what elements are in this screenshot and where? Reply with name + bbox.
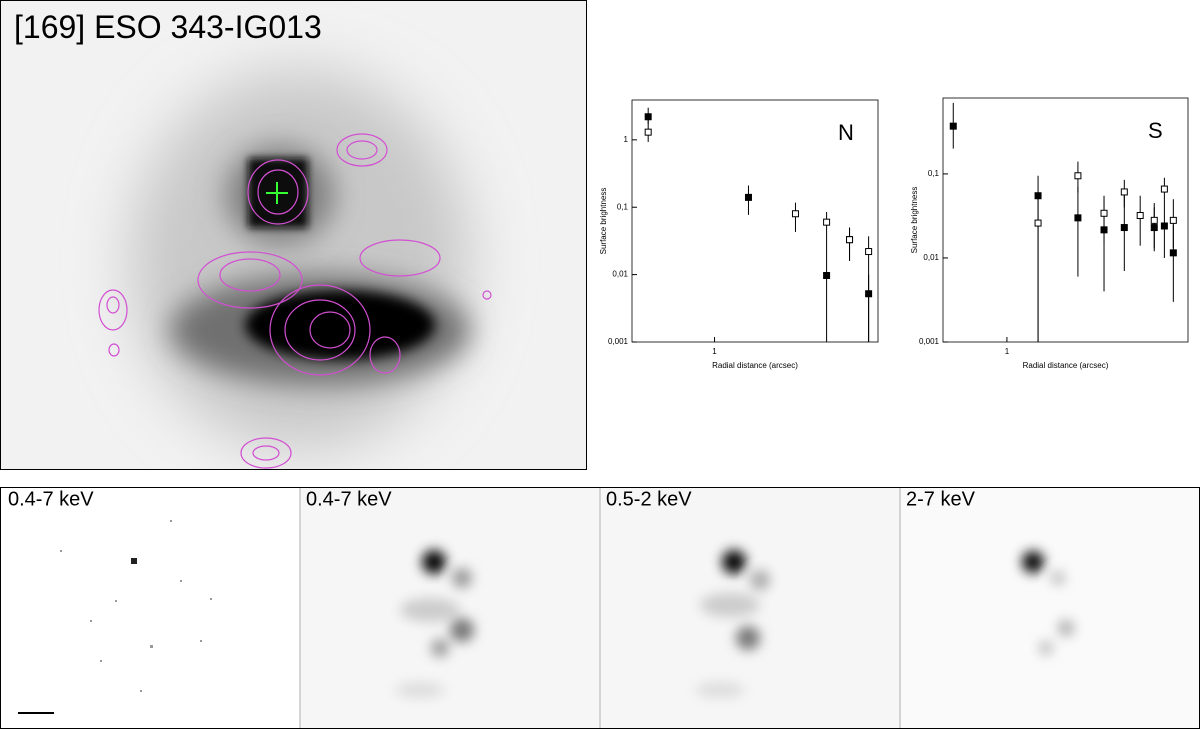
marker <box>1160 185 1168 193</box>
y-tick-label: 0,01 <box>612 270 628 279</box>
marker <box>744 193 752 201</box>
marker <box>1169 249 1177 257</box>
marker <box>1074 214 1082 222</box>
x-tick-label: 1 <box>1005 347 1010 356</box>
panel-label: 0.4-7 keV <box>8 488 94 510</box>
marker <box>1074 172 1082 180</box>
marker <box>644 113 652 121</box>
y-tick-label: 0,01 <box>923 253 939 262</box>
marker <box>823 218 831 226</box>
marker <box>865 248 873 256</box>
x-axis-label: Radial distance (arcsec) <box>1023 361 1109 370</box>
marker <box>1100 209 1108 217</box>
marker <box>1034 219 1042 227</box>
marker <box>791 210 799 218</box>
marker <box>1120 188 1128 196</box>
marker <box>644 128 652 136</box>
y-tick-label: 0,1 <box>928 169 940 178</box>
y-tick-label: 1 <box>624 135 629 144</box>
panel-letter: S <box>1148 118 1163 143</box>
x-tick-label: 1 <box>712 347 717 356</box>
panel-letter: N <box>838 120 854 145</box>
marker <box>1150 216 1158 224</box>
marker <box>1136 211 1144 219</box>
frame <box>0 0 587 470</box>
optical-image <box>1 1 586 469</box>
y-axis-label: Surface brightness <box>910 187 919 254</box>
marker <box>1169 216 1177 224</box>
marker <box>1120 224 1128 232</box>
y-tick-label: 0,1 <box>617 202 629 211</box>
marker <box>949 122 957 130</box>
figure-title: [169] ESO 343-IG013 <box>14 9 322 45</box>
marker <box>846 236 854 244</box>
marker <box>823 272 831 280</box>
plot-frame <box>631 99 879 343</box>
panel-label: 0.4-7 keV <box>306 488 392 510</box>
panel-label: 2-7 keV <box>906 488 976 510</box>
y-tick-label: 0,001 <box>919 337 940 346</box>
panel-label: 0.5-2 keV <box>606 488 692 510</box>
y-axis-label: Surface brightness <box>599 188 608 255</box>
marker <box>1160 222 1168 230</box>
y-tick-label: 0,001 <box>608 337 629 346</box>
x-axis-label: Radial distance (arcsec) <box>712 361 798 370</box>
plot-frame <box>942 97 1189 343</box>
xray-panels <box>0 487 1200 729</box>
